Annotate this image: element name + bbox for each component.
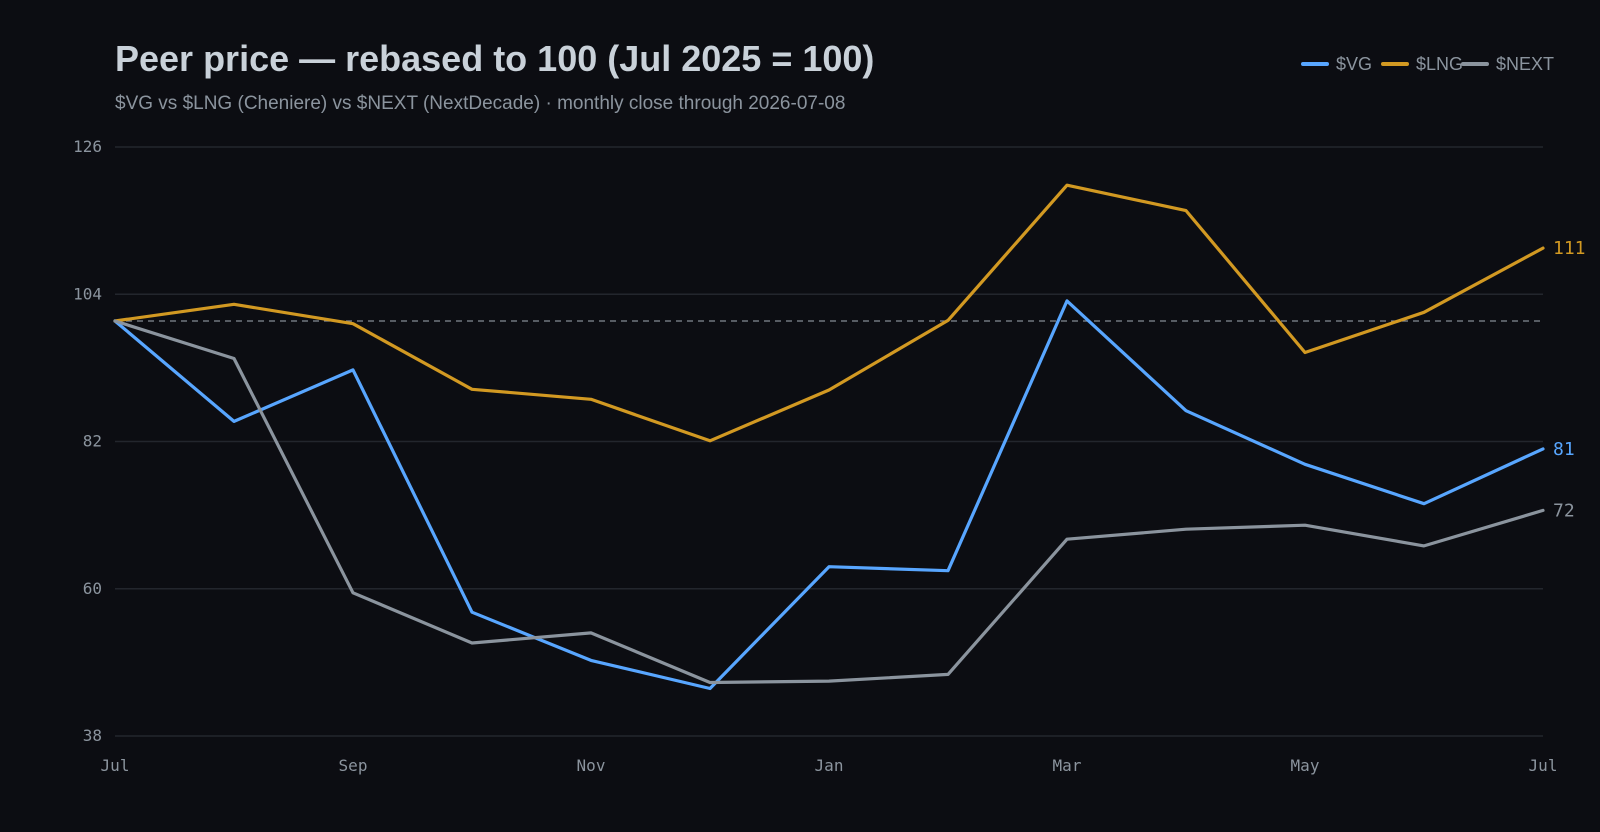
y-tick-label: 104 [73,284,102,303]
x-tick-label: Jul [101,756,130,775]
x-tick-label: Jan [815,756,844,775]
legend-label-lng: $LNG [1416,54,1463,74]
legend-label-next: $NEXT [1496,54,1554,74]
end-label-next: 72 [1553,500,1575,521]
x-tick-label: Mar [1053,756,1082,775]
y-tick-label: 38 [83,726,102,745]
x-tick-label: Nov [577,756,606,775]
series-line-next [113,319,1545,685]
chart-subtitle: $VG vs $LNG (Cheniere) vs $NEXT (NextDec… [115,93,846,114]
legend-label-vg: $VG [1336,54,1372,74]
y-tick-label: 82 [83,432,102,451]
series-line-lng [113,183,1545,443]
end-label-vg: 81 [1553,439,1575,460]
x-tick-label: May [1291,756,1320,775]
y-tick-label: 126 [73,137,102,156]
x-tick-label: Jul [1529,756,1558,775]
y-tick-label: 60 [83,579,102,598]
series-line-vg [113,299,1545,691]
end-label-lng: 111 [1553,238,1586,259]
chart-title: Peer price — rebased to 100 (Jul 2025 = … [115,38,875,79]
x-tick-label: Sep [339,756,368,775]
